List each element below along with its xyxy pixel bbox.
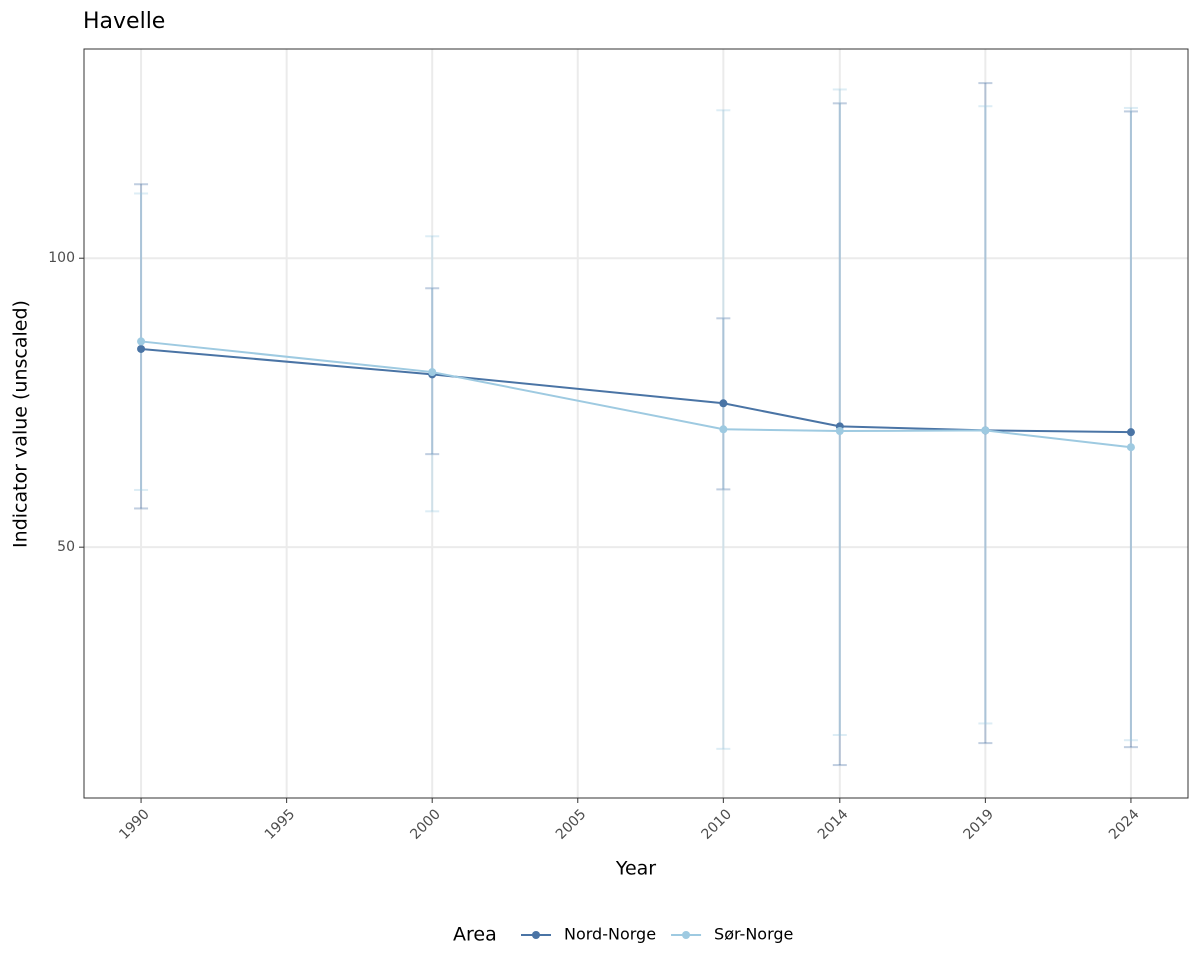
- legend-title: Area: [453, 924, 497, 946]
- x-axis-title: Year: [615, 858, 656, 880]
- error-bar: [978, 82, 993, 745]
- error-bar: [978, 105, 993, 725]
- legend-label: Sør-Norge: [714, 925, 793, 944]
- x-tick-label: 1995: [262, 806, 299, 843]
- x-tick-label: 1990: [116, 806, 153, 843]
- panel-border: [83, 48, 1189, 799]
- point: [428, 368, 437, 377]
- x-tick-label: 2019: [961, 806, 998, 843]
- point: [137, 337, 146, 346]
- y-axis-title: Indicator value (unscaled): [10, 300, 32, 548]
- legend-key-point: [532, 931, 540, 939]
- point: [719, 399, 728, 408]
- point: [1126, 428, 1135, 437]
- x-tick-label: 2014: [815, 806, 852, 843]
- point: [835, 427, 844, 436]
- point: [981, 426, 990, 435]
- x-tick-label: 2024: [1106, 806, 1143, 843]
- y-tick-label: 100: [48, 250, 75, 266]
- x-tick-label: 2010: [698, 806, 735, 843]
- legend-label: Nord-Norge: [564, 925, 656, 944]
- line: [140, 340, 1132, 449]
- x-tick-label: 2005: [553, 806, 590, 843]
- legend-key-point: [682, 931, 691, 939]
- point: [137, 344, 146, 353]
- chart-title: Havelle: [83, 9, 165, 34]
- error-bar: [1123, 106, 1138, 742]
- line: [140, 347, 1131, 434]
- point: [1126, 443, 1135, 452]
- error-bar: [832, 88, 847, 737]
- x-tick-label: 2000: [407, 806, 444, 843]
- point: [719, 425, 728, 434]
- y-tick-label: 50: [57, 539, 75, 555]
- legend: Area Nord-Norge Sør-Norge: [453, 924, 793, 946]
